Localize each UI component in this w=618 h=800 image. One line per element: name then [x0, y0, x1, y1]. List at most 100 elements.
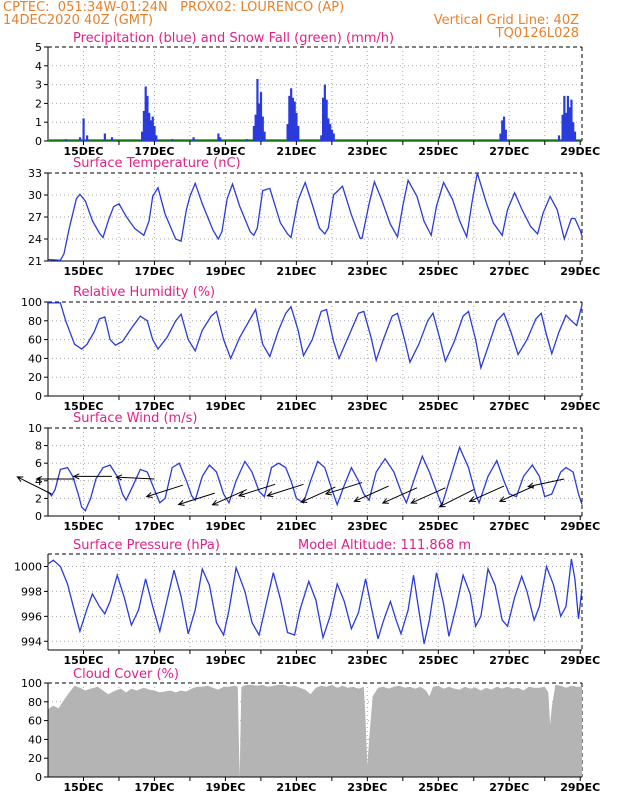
precip-bar — [153, 125, 156, 141]
wind-arrow-head — [115, 474, 123, 481]
precip-bar — [330, 129, 334, 141]
press-series-line — [47, 558, 583, 644]
precip-bar — [321, 97, 325, 141]
wind-arrow-shaft — [300, 486, 336, 503]
precip-bar — [288, 95, 291, 141]
precip-xtick-label: 27DEC — [489, 145, 529, 158]
wind-arrow — [410, 487, 446, 504]
wind-arrow-shaft — [17, 476, 52, 495]
precip-bar — [323, 84, 326, 141]
temp-xtick-label: 21DEC — [276, 265, 316, 278]
temp-xtick-label: 15DEC — [63, 265, 103, 278]
wind-arrow — [237, 483, 276, 498]
wind-arrow-shaft — [354, 485, 389, 502]
precip-ytick-label: 0 — [35, 135, 42, 148]
precip-bar — [263, 131, 266, 141]
wind-series-line — [47, 445, 583, 512]
wind-arrow — [438, 489, 475, 508]
wind-arrow-head — [16, 476, 24, 482]
precip-xtick-label: 15DEC — [63, 145, 103, 158]
rh-ytick-label: 100 — [21, 296, 42, 309]
press-xtick-label: 23DEC — [347, 654, 387, 667]
press-ytick-label: 998 — [21, 585, 42, 598]
precip-xtick-label: 21DEC — [276, 145, 316, 158]
rh-panel: 0 20 40 60 80 100 15DEC 17DEC 19DEC 21DEC 23DEC 25D… — [21, 285, 600, 413]
temp-xtick-label: 25DEC — [418, 265, 458, 278]
temp-xtick-label: 17DEC — [134, 265, 174, 278]
wind-arrow-head — [177, 500, 185, 506]
press-ytick-label: 996 — [21, 610, 42, 623]
wind-arrow-shaft — [439, 489, 475, 508]
cloud-cover-area — [48, 684, 582, 777]
wind-arrow-shaft — [410, 487, 446, 504]
rh-ytick-label: 0 — [35, 390, 42, 403]
wind-xtick-label: 27DEC — [489, 520, 529, 533]
precip-bar — [254, 114, 257, 141]
precip-bar — [286, 124, 289, 141]
temp-xtick-label: 27DEC — [489, 265, 529, 278]
wind-arrow-shaft — [146, 484, 183, 498]
wind-arrow-head — [211, 499, 219, 506]
wind-panel: 0 2 4 6 8 10 15DEC 17DEC 19DEC 21DEC 23DEC 25DEC 27D… — [16, 411, 600, 533]
precip-bar — [290, 88, 293, 141]
press-title: Surface Pressure (hPa) — [73, 538, 220, 553]
precip-ytick-label: 3 — [35, 79, 42, 92]
wind-arrow-shaft — [469, 485, 505, 502]
wind-arrow-shaft — [212, 489, 247, 506]
precip-panel: 0 1 2 3 4 5 15DEC 17DEC 19DEC 21DEC 23DEC 25DEC 27DE… — [35, 31, 600, 158]
wind-ytick-label: 8 — [35, 440, 42, 453]
precip-bar — [217, 133, 220, 141]
temp-ytick-label: 24 — [28, 233, 42, 246]
cloud-xtick-label: 19DEC — [205, 781, 245, 794]
precip-bar — [329, 124, 332, 141]
precip-bar — [572, 122, 575, 141]
temp-ytick-label: 30 — [28, 189, 42, 202]
precip-bar — [86, 135, 89, 141]
wind-arrow-shaft — [178, 492, 215, 505]
wind-arrow-shaft — [238, 483, 276, 497]
precip-bar — [146, 95, 149, 141]
wind-arrow-head — [266, 491, 274, 498]
rh-xtick-label: 23DEC — [347, 400, 387, 413]
press-panel: 994 996 998 1000 15DEC 17DEC 19DEC 21DEC 23DEC 25… — [14, 538, 600, 667]
wind-arrow — [211, 489, 247, 506]
precip-bar — [570, 99, 573, 141]
rh-xtick-label: 15DEC — [63, 400, 103, 413]
precip-bar — [502, 116, 506, 141]
precip-xtick-label: 25DEC — [418, 145, 458, 158]
wind-arrow — [35, 475, 75, 483]
precip-bar — [252, 125, 255, 141]
wind-arrow-head — [438, 501, 446, 508]
cloud-ytick-label: 100 — [21, 677, 42, 690]
wind-arrow-shaft — [267, 483, 304, 497]
wind-ytick-label: 4 — [35, 475, 42, 488]
rh-ytick-label: 60 — [28, 334, 42, 347]
press-ytick-label: 1000 — [14, 560, 42, 573]
precip-bar — [155, 135, 158, 141]
cloud-xtick-label: 29DEC — [560, 781, 600, 794]
wind-arrow-head — [237, 491, 245, 498]
cloud-xtick-label: 25DEC — [418, 781, 458, 794]
wind-arrow — [468, 485, 505, 502]
wind-arrow — [527, 478, 565, 489]
wind-arrow — [324, 482, 363, 496]
precip-bar — [259, 92, 263, 141]
wind-xtick-label: 15DEC — [63, 520, 103, 533]
header-date-line: 14DEC2020 40Z (GMT) — [3, 13, 154, 28]
precip-bar — [82, 118, 85, 141]
wind-arrow — [145, 484, 183, 498]
wind-xtick-label: 25DEC — [418, 520, 458, 533]
precip-bar — [293, 101, 296, 141]
wind-arrow-head — [145, 492, 153, 498]
precip-bar — [501, 120, 504, 141]
wind-xtick-label: 23DEC — [347, 520, 387, 533]
cloud-panel: 0 20 40 60 80 100 15DEC 17DEC 19DEC 21DEC 23DEC 25D… — [21, 667, 600, 794]
wind-xtick-label: 19DEC — [205, 520, 245, 533]
cloud-xtick-label: 17DEC — [134, 781, 174, 794]
wind-arrow — [115, 474, 155, 481]
cloud-ytick-label: 80 — [28, 696, 42, 709]
press-xtick-label: 29DEC — [560, 654, 600, 667]
wind-arrow — [300, 486, 336, 503]
temp-title: Surface Temperature (nC) — [73, 156, 241, 171]
